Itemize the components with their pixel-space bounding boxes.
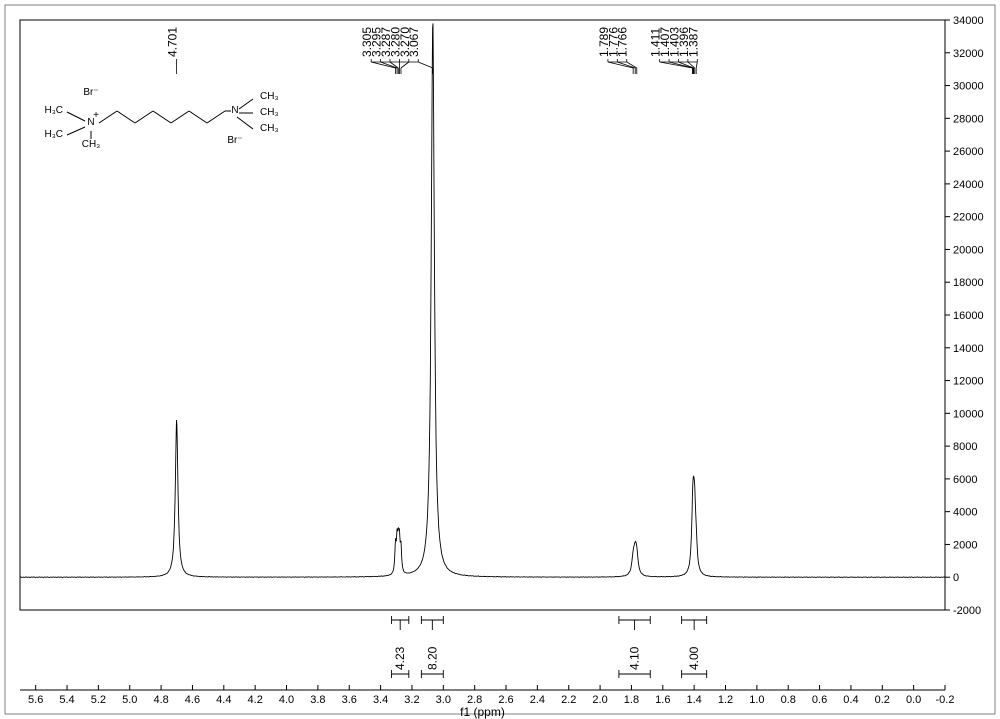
x-axis-label: f1 (ppm) xyxy=(460,705,505,719)
integral-value: 4.00 xyxy=(687,646,701,670)
molecule-label: + xyxy=(93,110,99,121)
x-tick-label: 1.4 xyxy=(687,694,702,706)
molecule-label: CH₃ xyxy=(260,107,279,118)
y-tick-label: -2000 xyxy=(953,605,981,617)
x-tick-label: 0.4 xyxy=(843,694,858,706)
x-tick-label: 3.2 xyxy=(404,694,419,706)
y-tick-label: 2000 xyxy=(953,539,977,551)
x-tick-label: 0.6 xyxy=(812,694,827,706)
x-tick-label: 2.0 xyxy=(592,694,607,706)
x-tick-label: 0.2 xyxy=(875,694,890,706)
y-tick-label: 16000 xyxy=(953,310,984,322)
y-tick-label: 4000 xyxy=(953,507,977,519)
molecule-label: CH₃ xyxy=(260,91,279,102)
molecule-label: Br⁻ xyxy=(227,135,242,146)
x-tick-label: -0.2 xyxy=(936,694,955,706)
x-tick-label: 5.0 xyxy=(122,694,137,706)
peak-label: 1.387 xyxy=(686,27,700,57)
x-tick-label: 5.6 xyxy=(28,694,43,706)
molecule-label: N xyxy=(231,105,238,116)
y-tick-label: 12000 xyxy=(953,376,984,388)
peak-label: 4.701 xyxy=(166,27,180,57)
x-tick-label: 1.8 xyxy=(624,694,639,706)
integral-value: 8.20 xyxy=(425,646,439,670)
y-tick-label: 20000 xyxy=(953,244,984,256)
x-tick-label: 4.2 xyxy=(248,694,263,706)
molecule-label: CH₃ xyxy=(82,139,101,150)
peak-label: 1.766 xyxy=(616,27,630,57)
y-tick-label: 30000 xyxy=(953,81,984,93)
x-tick-label: 3.8 xyxy=(310,694,325,706)
y-tick-label: 10000 xyxy=(953,408,984,420)
y-tick-label: 8000 xyxy=(953,441,977,453)
y-tick-label: 18000 xyxy=(953,277,984,289)
x-tick-label: 1.0 xyxy=(749,694,764,706)
x-tick-label: 3.0 xyxy=(436,694,451,706)
x-tick-label: 1.2 xyxy=(718,694,733,706)
x-tick-label: 4.8 xyxy=(153,694,168,706)
x-tick-label: 4.4 xyxy=(216,694,231,706)
x-tick-label: 3.6 xyxy=(342,694,357,706)
x-tick-label: 4.0 xyxy=(279,694,294,706)
y-tick-label: 24000 xyxy=(953,179,984,191)
y-tick-label: 26000 xyxy=(953,146,984,158)
peak-label: 3.067 xyxy=(407,27,421,57)
nmr-spectrum xyxy=(20,23,945,577)
y-tick-label: 28000 xyxy=(953,113,984,125)
x-tick-label: 0.0 xyxy=(906,694,921,706)
x-tick-label: 5.4 xyxy=(59,694,74,706)
y-tick-label: 6000 xyxy=(953,474,977,486)
x-tick-label: 1.6 xyxy=(655,694,670,706)
x-tick-label: 3.4 xyxy=(373,694,388,706)
y-tick-label: 34000 xyxy=(953,15,984,27)
x-tick-label: 0.8 xyxy=(781,694,796,706)
molecule-label: H₃C xyxy=(44,105,63,116)
x-tick-label: 5.2 xyxy=(91,694,106,706)
molecule-label: H₃C xyxy=(44,129,63,140)
integral-value: 4.23 xyxy=(393,646,407,670)
y-tick-label: 22000 xyxy=(953,212,984,224)
molecule-label: Br⁻ xyxy=(83,87,98,98)
y-tick-label: 14000 xyxy=(953,343,984,355)
y-tick-label: 32000 xyxy=(953,48,984,60)
y-tick-label: 0 xyxy=(953,572,959,584)
molecule-label: CH₃ xyxy=(260,123,279,134)
x-tick-label: 4.6 xyxy=(185,694,200,706)
integral-value: 4.10 xyxy=(628,646,642,670)
x-tick-label: 2.2 xyxy=(561,694,576,706)
x-tick-label: 2.4 xyxy=(530,694,545,706)
